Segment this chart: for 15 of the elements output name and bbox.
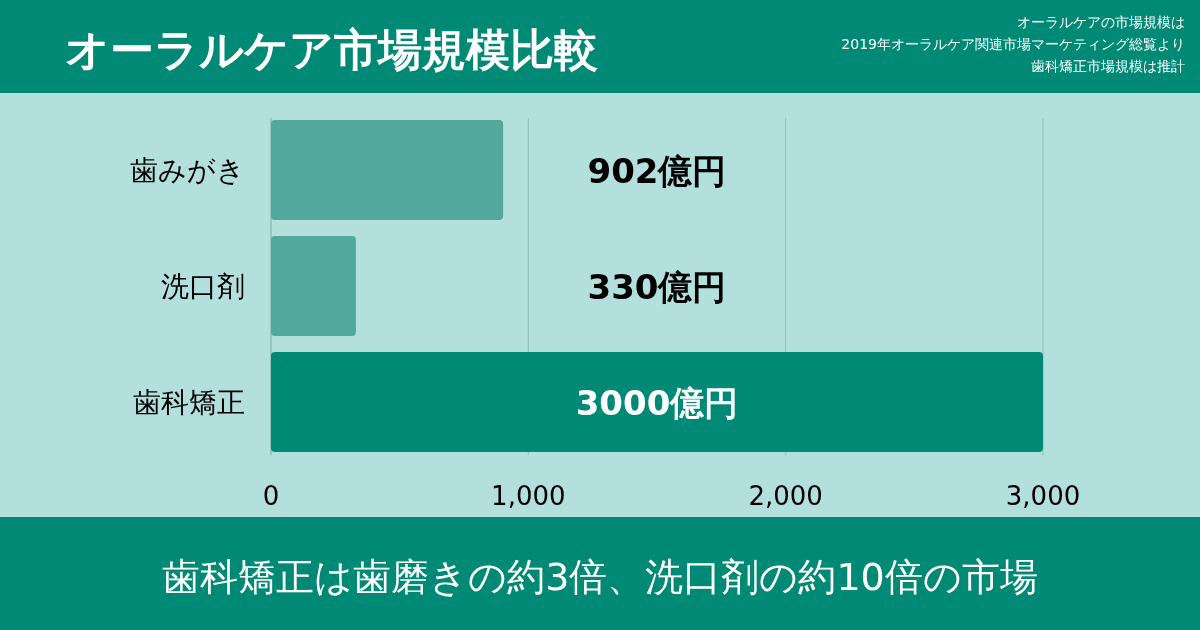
x-tick-label: 2,000 — [748, 481, 823, 511]
x-tick-label: 1,000 — [491, 481, 566, 511]
y-tick-label: 歯科矯正 — [133, 386, 245, 419]
text: 歯科矯正市場規模は推計 — [1031, 58, 1185, 74]
chart-title: オーラルケア市場規模比較 — [65, 24, 598, 75]
text: オーラルケアの市場規模は — [1017, 14, 1185, 30]
text: 歯科矯正は歯磨きの約3倍、洗口剤の約10倍の市場 — [162, 555, 1038, 599]
text: 2019年オーラルケア関連市場マーケティング総覧より — [841, 36, 1185, 52]
data-label: 902億円 — [587, 151, 727, 191]
data-label: 330億円 — [587, 267, 727, 307]
y-tick-label: 洗口剤 — [161, 270, 245, 303]
x-tick-label: 3,000 — [1005, 481, 1081, 511]
data-label: 3000億円 — [575, 383, 739, 423]
x-tick-label: 0 — [262, 481, 280, 511]
y-tick-label: 歯みがき — [130, 154, 245, 187]
